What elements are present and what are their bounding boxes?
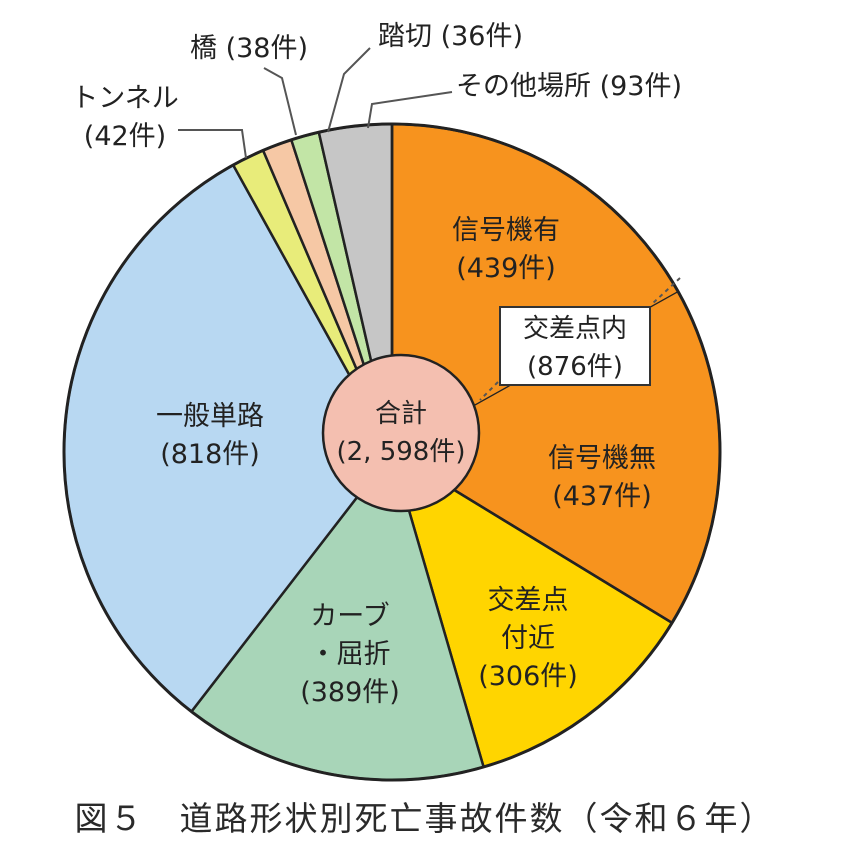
group-annotation-box: 交差点内 (876件) bbox=[499, 306, 651, 386]
label-curve-line1: カーブ bbox=[310, 601, 390, 632]
label-curve-value: (389件) bbox=[300, 677, 400, 708]
label-signal-no-name: 信号機無 bbox=[548, 443, 656, 474]
center-circle bbox=[321, 353, 481, 513]
group-annotation-name: 交差点内 bbox=[522, 314, 627, 344]
label-other-text: その他場所 (93件) bbox=[456, 71, 683, 102]
label-curve: カーブ ・屈折 (389件) bbox=[290, 598, 410, 712]
center-total: 合計 (2, 598件) bbox=[323, 395, 479, 471]
leader-crossing bbox=[327, 47, 371, 133]
label-bridge-text: 橋 (38件) bbox=[190, 33, 309, 64]
label-bridge: 橋 (38件) bbox=[190, 30, 350, 68]
label-crossing-text: 踏切 (36件) bbox=[378, 21, 524, 52]
label-signal-yes-value: (439件) bbox=[456, 253, 556, 284]
label-signal-no: 信号機無 (437件) bbox=[532, 440, 672, 516]
pie-outline bbox=[62, 122, 722, 782]
label-general-road: 一般単路 (818件) bbox=[140, 398, 280, 474]
leader-intersection-group bbox=[479, 277, 681, 401]
leader-other bbox=[367, 91, 453, 129]
leader-tunnel bbox=[178, 129, 247, 159]
label-general-road-value: (818件) bbox=[160, 439, 260, 470]
label-signal-yes: 信号機有 (439件) bbox=[436, 212, 576, 288]
label-signal-yes-name: 信号機有 bbox=[452, 215, 560, 246]
label-other: その他場所 (93件) bbox=[456, 68, 726, 106]
label-curve-line2: ・屈折 bbox=[309, 639, 391, 670]
figure-caption: 図５ 道路形状別死亡事故件数（令和６年） bbox=[74, 799, 775, 838]
label-tunnel-name: トンネル bbox=[71, 83, 179, 114]
label-crossing: 踏切 (36件) bbox=[378, 18, 548, 56]
label-tunnel: トンネル (42件) bbox=[60, 80, 190, 156]
label-near-intersection-line1: 交差点 bbox=[487, 585, 569, 616]
group-annotation-value: (876件) bbox=[527, 352, 623, 382]
label-near-intersection: 交差点 付近 (306件) bbox=[468, 582, 588, 696]
label-near-intersection-line2: 付近 bbox=[501, 623, 555, 654]
label-general-road-name: 一般単路 bbox=[156, 401, 264, 432]
center-total-label: 合計 bbox=[374, 399, 427, 429]
center-total-value: (2, 598件) bbox=[336, 437, 466, 467]
label-tunnel-value: (42件) bbox=[83, 121, 167, 152]
label-signal-no-value: (437件) bbox=[552, 481, 652, 512]
label-near-intersection-value: (306件) bbox=[478, 661, 578, 692]
leader-bridge bbox=[263, 67, 297, 136]
